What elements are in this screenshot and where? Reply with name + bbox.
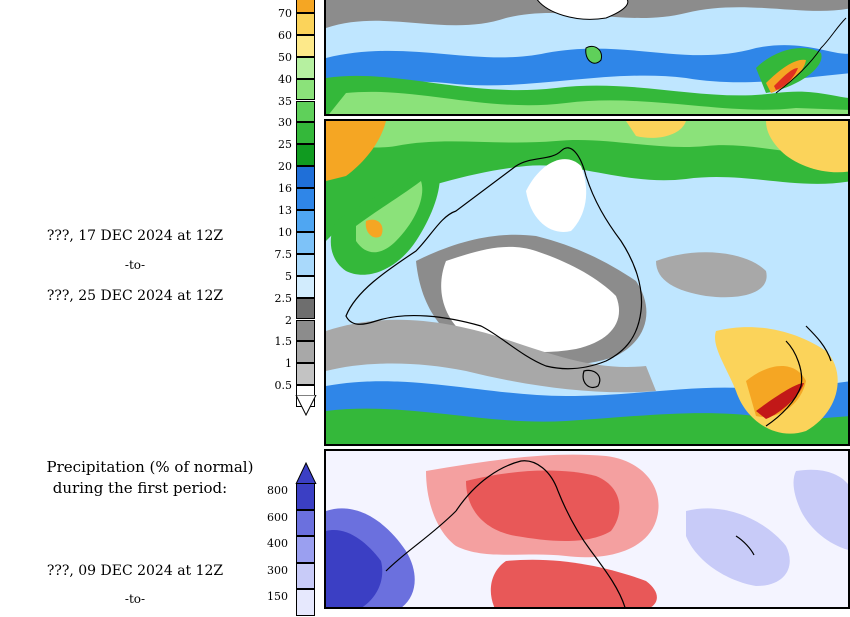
colorbar-tick-label: 600 <box>267 510 288 524</box>
colorbar-swatch <box>296 144 315 167</box>
colorbar-swatch <box>296 100 315 123</box>
colorbar-tick-label: 2.5 <box>274 291 293 305</box>
colorbar-swatch <box>296 0 315 13</box>
colorbar-swatch <box>296 34 315 57</box>
colorbar-tick-label: 40 <box>278 72 292 86</box>
colorbar-swatch <box>296 78 315 101</box>
colorbar-tick-label: 5 <box>285 269 292 283</box>
anomaly-start-date: ???, 09 DEC 2024 at 12Z <box>46 563 224 579</box>
colorbar-tick-label: 16 <box>278 182 292 196</box>
colorbar-tick-label: 300 <box>267 563 288 577</box>
colorbar-tick-label: 1 <box>285 357 292 371</box>
colorbar-swatch <box>296 231 315 254</box>
colorbar-tick-label: 50 <box>278 50 292 64</box>
colorbar-swatch <box>296 483 315 510</box>
map-anomaly-fields <box>326 451 848 607</box>
colorbar-swatch <box>296 210 315 232</box>
map-panel-top <box>324 0 850 116</box>
period2-end-date: ???, 25 DEC 2024 at 12Z <box>46 288 224 304</box>
colorbar-swatch <box>296 536 315 563</box>
colorbar-tick-label: 35 <box>278 94 292 108</box>
anomaly-colorbar-swatches <box>296 483 315 617</box>
colorbar-swatch <box>296 562 315 589</box>
colorbar-tick-label: 20 <box>278 160 292 174</box>
colorbar-tick-label: 25 <box>278 138 292 152</box>
colorbar-swatch <box>296 56 315 79</box>
colorbar-swatch <box>296 253 315 276</box>
colorbar-tick-label: 13 <box>278 204 292 217</box>
colorbar-swatch <box>296 122 315 145</box>
colorbar-swatch <box>296 275 315 298</box>
colorbar-swatch <box>296 363 315 386</box>
map-panel-precip-anomaly <box>324 449 850 609</box>
colorbar-tick-label: 0.5 <box>274 379 293 393</box>
colorbar-swatch <box>296 188 315 210</box>
precip-colorbar: 8070605040353025201613107.552.521.510.5 <box>270 0 330 422</box>
colorbar-end-arrow <box>295 395 317 417</box>
map-top-fields <box>326 0 848 114</box>
map-panel-precip-total <box>324 119 850 446</box>
anomaly-colorbar-top-arrow <box>295 462 317 484</box>
colorbar-swatch <box>296 589 315 616</box>
colorbar-tick-label: 400 <box>267 537 288 550</box>
colorbar-tick-label: 7.5 <box>274 247 293 261</box>
colorbar-tick-label: 1.5 <box>274 335 293 349</box>
colorbar-tick-label: 2 <box>285 313 292 327</box>
period2-start-date: ???, 17 DEC 2024 at 12Z <box>46 228 224 244</box>
colorbar-tick-label: 60 <box>278 28 292 42</box>
colorbar-swatch <box>296 319 315 342</box>
colorbar-swatch <box>296 166 315 189</box>
colorbar-tick-label: 30 <box>278 116 292 130</box>
anomaly-title-line1: Precipitation (% of normal) <box>46 458 254 476</box>
colorbar-tick-label: 70 <box>278 6 292 20</box>
precip-colorbar-swatches <box>296 0 315 408</box>
colorbar-tick-label: 10 <box>278 225 292 239</box>
colorbar-swatch <box>296 297 315 320</box>
colorbar-tick-label: 800 <box>267 484 288 497</box>
anomaly-colorbar: 800 600 400 300 150 <box>267 462 330 616</box>
colorbar-swatch <box>296 509 315 536</box>
colorbar-tick-label: 150 <box>267 590 288 603</box>
period2-to-word: -to- <box>124 258 146 272</box>
colorbar-swatch <box>296 341 315 364</box>
colorbar-swatch <box>296 12 315 35</box>
map-precip-fields <box>326 121 848 444</box>
anomaly-title-line2: during the first period: <box>52 479 228 497</box>
anomaly-to-word: -to- <box>124 592 146 606</box>
